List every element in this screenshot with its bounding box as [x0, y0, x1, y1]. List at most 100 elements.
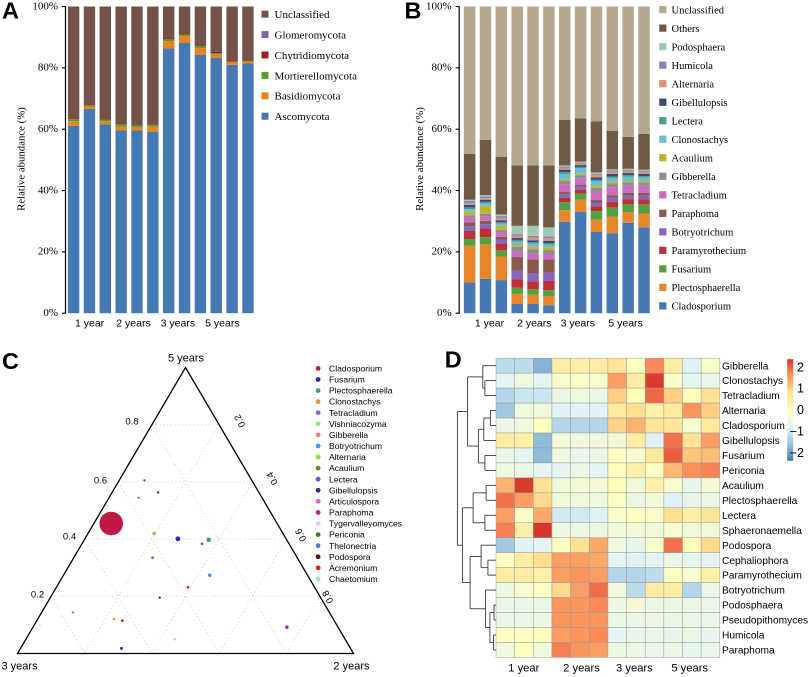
- svg-text:3 years: 3 years: [161, 318, 195, 330]
- svg-text:Podospora: Podospora: [329, 552, 371, 562]
- svg-text:Gibellulopsis: Gibellulopsis: [672, 98, 728, 109]
- svg-text:Lectera: Lectera: [329, 474, 358, 484]
- svg-text:Humicola: Humicola: [722, 631, 765, 642]
- svg-text:Others: Others: [672, 24, 700, 35]
- svg-text:2 years: 2 years: [517, 318, 551, 330]
- svg-text:Pseudopithomyces: Pseudopithomyces: [722, 616, 808, 627]
- svg-text:2 years: 2 years: [563, 663, 600, 675]
- svg-text:Clonostachys: Clonostachys: [329, 397, 381, 407]
- svg-text:Podosphaera: Podosphaera: [672, 42, 726, 53]
- svg-text:Gibberella: Gibberella: [722, 361, 769, 372]
- svg-text:Botryotrichum: Botryotrichum: [722, 586, 785, 597]
- svg-text:5 years: 5 years: [168, 353, 205, 365]
- svg-text:Tygervalleyomyces: Tygervalleyomyces: [329, 519, 402, 529]
- svg-text:Gibberella: Gibberella: [672, 172, 717, 183]
- svg-text:0.2: 0.2: [31, 590, 44, 601]
- svg-text:Relative abundance (%): Relative abundance (%): [414, 107, 426, 211]
- svg-text:Plectosphaerella: Plectosphaerella: [672, 283, 741, 294]
- svg-text:20%: 20%: [38, 246, 58, 258]
- svg-text:100%: 100%: [426, 0, 452, 12]
- svg-text:Relative abundance (%): Relative abundance (%): [16, 107, 28, 211]
- svg-text:Plectosphaerella: Plectosphaerella: [722, 496, 798, 507]
- svg-text:Fusarium: Fusarium: [722, 451, 764, 462]
- svg-text:Articulospora: Articulospora: [329, 497, 379, 507]
- svg-text:A: A: [2, 0, 19, 23]
- svg-text:−1: −1: [790, 425, 804, 439]
- svg-text:Clonostachys: Clonostachys: [672, 135, 729, 146]
- svg-text:1 year: 1 year: [508, 663, 539, 675]
- svg-text:20%: 20%: [432, 246, 452, 258]
- svg-text:Botryotrichum: Botryotrichum: [672, 228, 734, 239]
- svg-text:2 years: 2 years: [116, 318, 150, 330]
- svg-text:Glomeromycota: Glomeromycota: [275, 30, 347, 42]
- svg-text:Cladosporium: Cladosporium: [672, 302, 732, 313]
- svg-text:0.8: 0.8: [125, 417, 138, 428]
- svg-text:Botryotrichum: Botryotrichum: [329, 441, 382, 451]
- svg-text:Tetracladium: Tetracladium: [722, 391, 780, 402]
- svg-text:2 years: 2 years: [333, 661, 370, 673]
- svg-text:0%: 0%: [43, 307, 58, 319]
- svg-text:0.8: 0.8: [320, 588, 336, 605]
- svg-text:Chytridiomycota: Chytridiomycota: [275, 50, 350, 62]
- svg-text:Acaulium: Acaulium: [329, 463, 364, 473]
- svg-text:−2: −2: [790, 446, 804, 460]
- svg-text:D: D: [445, 347, 462, 373]
- svg-text:Paraphoma: Paraphoma: [329, 508, 374, 518]
- svg-text:40%: 40%: [38, 184, 58, 196]
- svg-text:Alternaria: Alternaria: [722, 406, 766, 417]
- svg-text:Tetracladium: Tetracladium: [672, 191, 727, 202]
- svg-text:0.6: 0.6: [293, 526, 309, 543]
- svg-text:3 years: 3 years: [616, 663, 653, 675]
- svg-text:Paraphoma: Paraphoma: [672, 209, 720, 220]
- svg-text:2: 2: [797, 360, 804, 374]
- svg-text:Acaulium: Acaulium: [672, 154, 713, 165]
- svg-text:Chaetomium: Chaetomium: [329, 574, 378, 584]
- svg-text:Fusarium: Fusarium: [329, 375, 365, 385]
- svg-text:Unclassified: Unclassified: [275, 9, 330, 21]
- svg-text:Cephaliophora: Cephaliophora: [722, 556, 789, 567]
- svg-text:0%: 0%: [437, 307, 452, 319]
- svg-text:Thelonectria: Thelonectria: [329, 541, 377, 551]
- svg-text:1 year: 1 year: [75, 318, 105, 330]
- svg-text:3 years: 3 years: [561, 318, 595, 330]
- svg-text:Fusarium: Fusarium: [672, 265, 712, 276]
- svg-text:Podospora: Podospora: [722, 541, 772, 552]
- svg-text:Acaulium: Acaulium: [722, 481, 764, 492]
- svg-text:Cladosporium: Cladosporium: [722, 421, 785, 432]
- svg-text:80%: 80%: [38, 62, 58, 74]
- svg-text:Alternaria: Alternaria: [329, 452, 366, 462]
- svg-text:3 years: 3 years: [2, 661, 39, 673]
- svg-text:Acremonium: Acremonium: [329, 563, 377, 573]
- svg-text:100%: 100%: [32, 0, 58, 12]
- svg-text:Cladosporium: Cladosporium: [329, 364, 382, 374]
- svg-text:40%: 40%: [432, 184, 452, 196]
- svg-text:80%: 80%: [432, 62, 452, 74]
- svg-text:5 years: 5 years: [205, 318, 239, 330]
- svg-text:Ascomycota: Ascomycota: [275, 111, 330, 123]
- svg-text:Periconia: Periconia: [329, 530, 365, 540]
- svg-text:1: 1: [797, 382, 804, 396]
- svg-text:Paraphoma: Paraphoma: [722, 646, 775, 657]
- svg-text:Sphaeronaemella: Sphaeronaemella: [722, 526, 802, 537]
- svg-text:Lectera: Lectera: [722, 511, 756, 522]
- svg-text:C: C: [2, 348, 19, 374]
- svg-text:5 years: 5 years: [608, 318, 642, 330]
- svg-text:Clonostachys: Clonostachys: [722, 376, 783, 387]
- svg-text:B: B: [405, 0, 422, 23]
- svg-text:Gibberella: Gibberella: [329, 430, 368, 440]
- svg-text:1 year: 1 year: [475, 318, 505, 330]
- svg-text:Humicola: Humicola: [672, 61, 714, 72]
- svg-text:Vishniacozyma: Vishniacozyma: [329, 419, 387, 429]
- svg-text:Plectosphaerella: Plectosphaerella: [329, 386, 393, 396]
- svg-text:Mortierellomycota: Mortierellomycota: [275, 70, 358, 82]
- svg-text:Paramyrothecium: Paramyrothecium: [722, 571, 802, 582]
- svg-text:Basidiomycota: Basidiomycota: [275, 91, 341, 103]
- svg-text:Unclassified: Unclassified: [672, 5, 725, 16]
- svg-text:60%: 60%: [38, 123, 58, 135]
- svg-text:5 years: 5 years: [671, 663, 708, 675]
- svg-text:0.6: 0.6: [94, 476, 107, 487]
- svg-text:60%: 60%: [432, 123, 452, 135]
- svg-text:Tetracladium: Tetracladium: [329, 408, 378, 418]
- svg-text:0: 0: [797, 403, 804, 417]
- svg-text:0.2: 0.2: [232, 412, 248, 429]
